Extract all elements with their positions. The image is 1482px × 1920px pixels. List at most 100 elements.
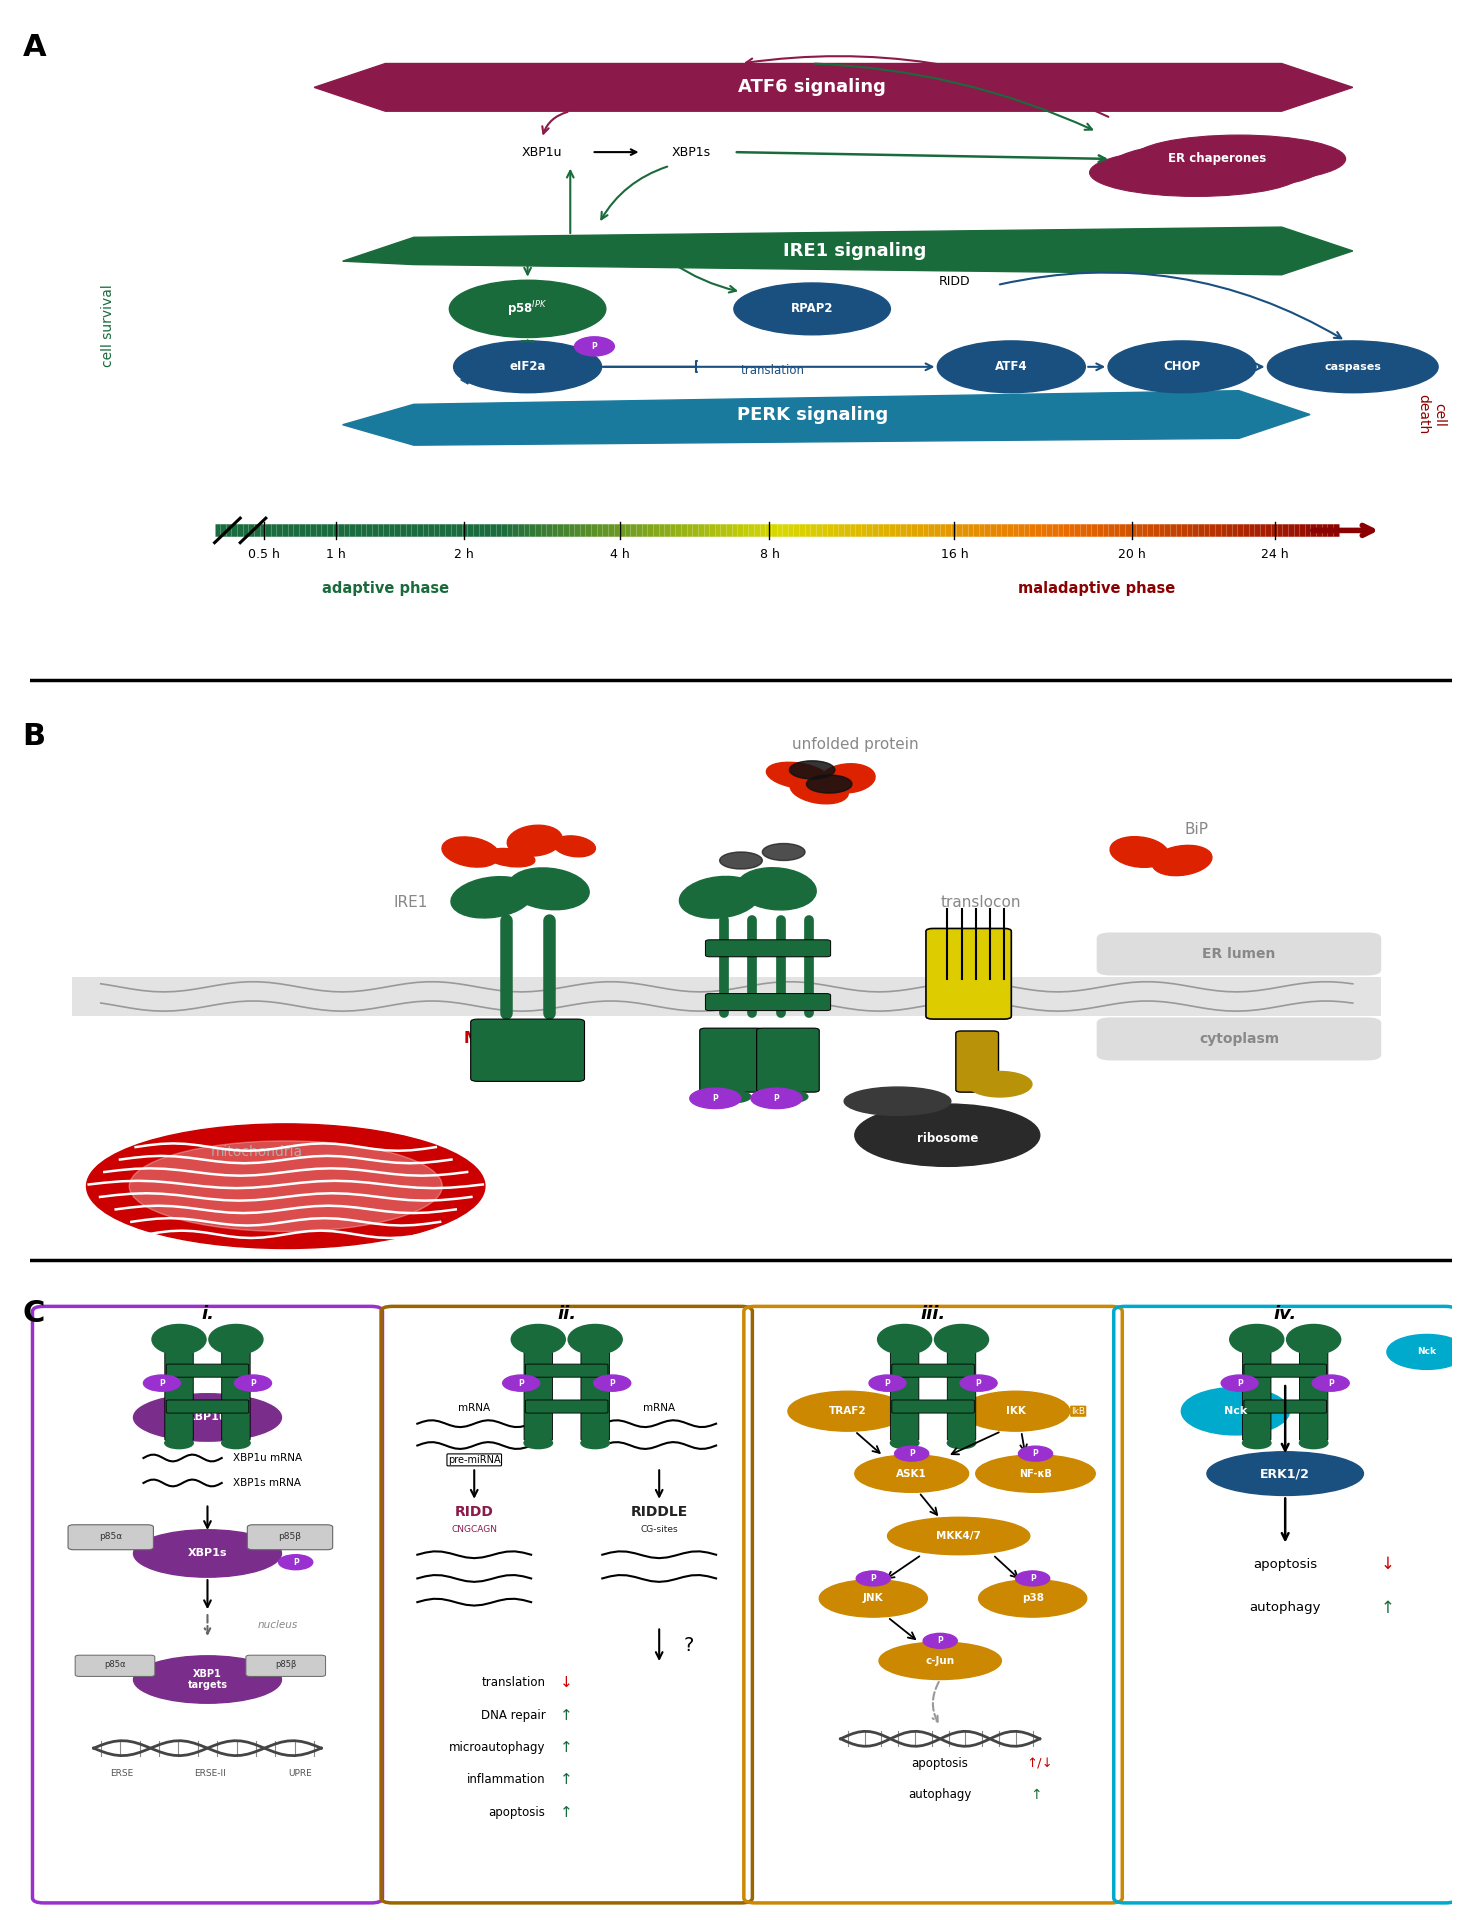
Ellipse shape (165, 1438, 193, 1448)
Text: unfolded protein: unfolded protein (791, 737, 919, 753)
FancyBboxPatch shape (891, 1344, 919, 1440)
Text: ↑: ↑ (1030, 1788, 1042, 1803)
Ellipse shape (679, 876, 760, 918)
FancyBboxPatch shape (165, 1344, 193, 1440)
Text: XBP1u: XBP1u (522, 146, 562, 159)
Text: CNGCAGN: CNGCAGN (451, 1524, 498, 1534)
Circle shape (1181, 1388, 1289, 1434)
Ellipse shape (1089, 148, 1303, 196)
Text: IRE1: IRE1 (394, 895, 428, 910)
Ellipse shape (453, 342, 602, 394)
Text: MKK4/7: MKK4/7 (937, 1530, 981, 1542)
Text: XBP1u mRNA: XBP1u mRNA (233, 1453, 302, 1463)
Text: ATF6 signaling: ATF6 signaling (738, 79, 886, 96)
Text: RIDD: RIDD (938, 275, 971, 288)
FancyBboxPatch shape (76, 1655, 154, 1676)
Text: P: P (1328, 1379, 1334, 1388)
Text: autophagy: autophagy (908, 1788, 972, 1801)
Ellipse shape (711, 1091, 751, 1102)
Polygon shape (342, 227, 1353, 275)
Ellipse shape (222, 1438, 250, 1448)
Ellipse shape (790, 760, 834, 780)
Ellipse shape (1112, 142, 1325, 190)
Text: PERK signaling: PERK signaling (737, 405, 888, 424)
Text: iii.: iii. (920, 1306, 946, 1323)
Ellipse shape (511, 1325, 565, 1354)
FancyBboxPatch shape (222, 1344, 250, 1440)
FancyBboxPatch shape (892, 1400, 974, 1413)
Ellipse shape (508, 868, 590, 910)
Text: ↑: ↑ (560, 1805, 572, 1820)
Text: translation: translation (741, 363, 805, 376)
Text: P: P (774, 1094, 780, 1102)
FancyBboxPatch shape (1243, 1363, 1326, 1377)
FancyBboxPatch shape (700, 1027, 762, 1092)
Text: Nck: Nck (1224, 1405, 1246, 1417)
Text: P: P (1030, 1574, 1036, 1582)
Ellipse shape (947, 1438, 975, 1448)
FancyBboxPatch shape (525, 1344, 553, 1440)
Text: P: P (519, 1379, 525, 1388)
Text: P: P (713, 1094, 719, 1102)
Circle shape (960, 1375, 997, 1392)
Ellipse shape (1300, 1438, 1328, 1448)
Ellipse shape (449, 280, 606, 338)
FancyBboxPatch shape (705, 995, 830, 1010)
Text: mRNA: mRNA (458, 1404, 491, 1413)
Text: XBP1
targets: XBP1 targets (188, 1668, 227, 1690)
Text: ↑: ↑ (560, 1772, 572, 1788)
FancyBboxPatch shape (166, 1363, 249, 1377)
Text: IkB: IkB (1071, 1407, 1085, 1415)
Ellipse shape (451, 877, 534, 918)
Text: P: P (870, 1574, 876, 1582)
Text: 4 h: 4 h (611, 547, 630, 561)
Text: mRNA: mRNA (643, 1404, 676, 1413)
Text: adaptive phase: adaptive phase (322, 582, 449, 595)
FancyBboxPatch shape (956, 1031, 999, 1092)
Text: ↑: ↑ (560, 1740, 572, 1755)
Circle shape (575, 336, 615, 355)
Ellipse shape (766, 762, 830, 789)
Ellipse shape (937, 342, 1085, 394)
Circle shape (751, 1089, 802, 1108)
Text: JNK: JNK (863, 1594, 883, 1603)
Circle shape (144, 1375, 181, 1392)
Ellipse shape (806, 776, 852, 793)
Ellipse shape (209, 1325, 262, 1354)
Text: RIDD: RIDD (455, 1505, 494, 1519)
Ellipse shape (153, 1325, 206, 1354)
Circle shape (234, 1375, 271, 1392)
Text: IKK: IKK (1006, 1405, 1026, 1417)
Text: P: P (609, 1379, 615, 1388)
Text: ERK1/2: ERK1/2 (1260, 1467, 1310, 1480)
Text: 8 h: 8 h (759, 547, 780, 561)
Text: P: P (937, 1636, 943, 1645)
Text: autophagy: autophagy (1249, 1601, 1320, 1615)
Ellipse shape (1132, 134, 1346, 182)
Ellipse shape (129, 1140, 442, 1231)
Ellipse shape (768, 1091, 808, 1102)
Ellipse shape (762, 843, 805, 860)
Ellipse shape (133, 1394, 282, 1442)
FancyBboxPatch shape (757, 1027, 820, 1092)
Ellipse shape (788, 1392, 907, 1430)
Circle shape (923, 1634, 957, 1647)
Text: DNA repair: DNA repair (480, 1709, 545, 1722)
Text: eIF2a: eIF2a (510, 361, 545, 372)
Text: microautophagy: microautophagy (449, 1741, 545, 1755)
Ellipse shape (86, 1123, 485, 1248)
Text: P: P (159, 1379, 165, 1388)
Text: XBP1s: XBP1s (188, 1548, 227, 1559)
Text: p58$^{IPK}$: p58$^{IPK}$ (507, 300, 548, 319)
Text: iv.: iv. (1273, 1306, 1297, 1323)
FancyBboxPatch shape (1097, 1018, 1381, 1060)
Text: ↑/↓: ↑/↓ (1027, 1757, 1054, 1770)
Ellipse shape (442, 837, 499, 868)
Polygon shape (314, 63, 1353, 111)
FancyBboxPatch shape (73, 977, 1381, 1016)
Text: P: P (1237, 1379, 1242, 1388)
Text: cytoplasm: cytoplasm (1199, 1031, 1279, 1046)
Text: XBP1u: XBP1u (187, 1413, 228, 1423)
Text: 1 h: 1 h (326, 547, 345, 561)
Text: ↑: ↑ (1381, 1599, 1395, 1617)
